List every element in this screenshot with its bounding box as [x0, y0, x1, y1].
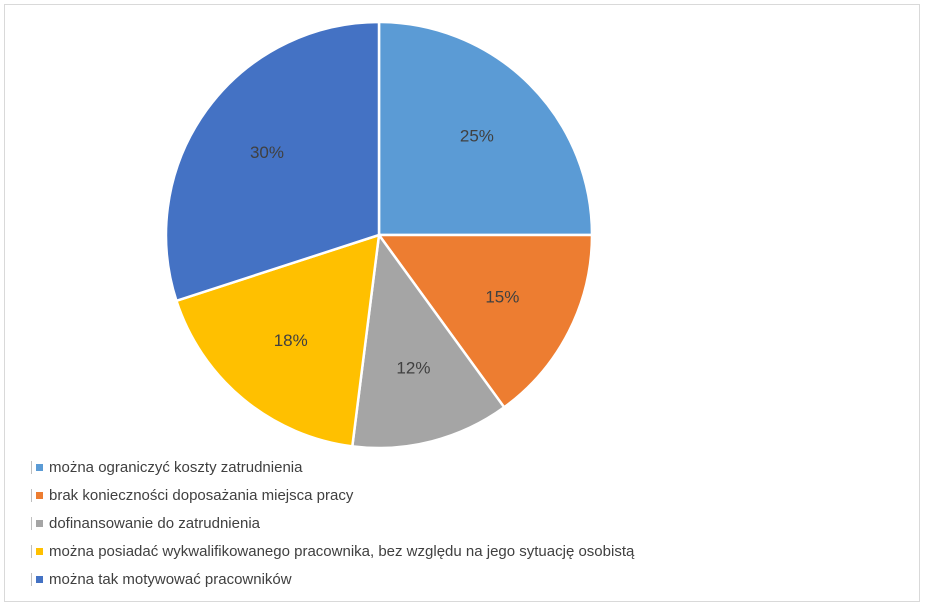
legend-swatch-costs [31, 460, 43, 474]
chart-legend: można ograniczyć koszty zatrudnienia bra… [31, 453, 635, 593]
legend-item-motivation: można tak motywować pracowników [31, 565, 634, 593]
legend-label-qualified: można posiadać wykwalifikowanego pracown… [49, 542, 635, 560]
legend-label-equipment: brak konieczności doposażania miejsca pr… [49, 486, 354, 504]
pie-slice-motivation [164, 20, 381, 303]
data-label-funding: 12% [396, 359, 430, 378]
legend-item-funding: dofinansowanie do zatrudnienia [31, 509, 634, 537]
legend-swatch-motivation [31, 572, 43, 586]
pie-slice-equipment [376, 233, 594, 410]
legend-item-qualified: można posiadać wykwalifikowanego pracown… [31, 537, 635, 565]
legend-item-equipment: brak konieczności doposażania miejsca pr… [31, 481, 634, 509]
data-label-equipment: 15% [485, 287, 519, 306]
data-label-qualified: 18% [274, 331, 308, 350]
legend-swatch-funding [31, 516, 43, 530]
legend-swatch-qualified [31, 544, 43, 558]
legend-label-motivation: można tak motywować pracowników [49, 570, 292, 588]
data-label-costs: 25% [460, 127, 494, 146]
pie-slice-costs [377, 20, 594, 237]
data-label-motivation: 30% [250, 143, 284, 162]
legend-label-costs: można ograniczyć koszty zatrudnienia [49, 458, 303, 476]
legend-item-costs: można ograniczyć koszty zatrudnienia [31, 453, 634, 481]
legend-label-funding: dofinansowanie do zatrudnienia [49, 514, 260, 532]
pie-slice-qualified [174, 233, 381, 448]
legend-swatch-equipment [31, 488, 43, 502]
pie-slice-funding [350, 231, 506, 450]
